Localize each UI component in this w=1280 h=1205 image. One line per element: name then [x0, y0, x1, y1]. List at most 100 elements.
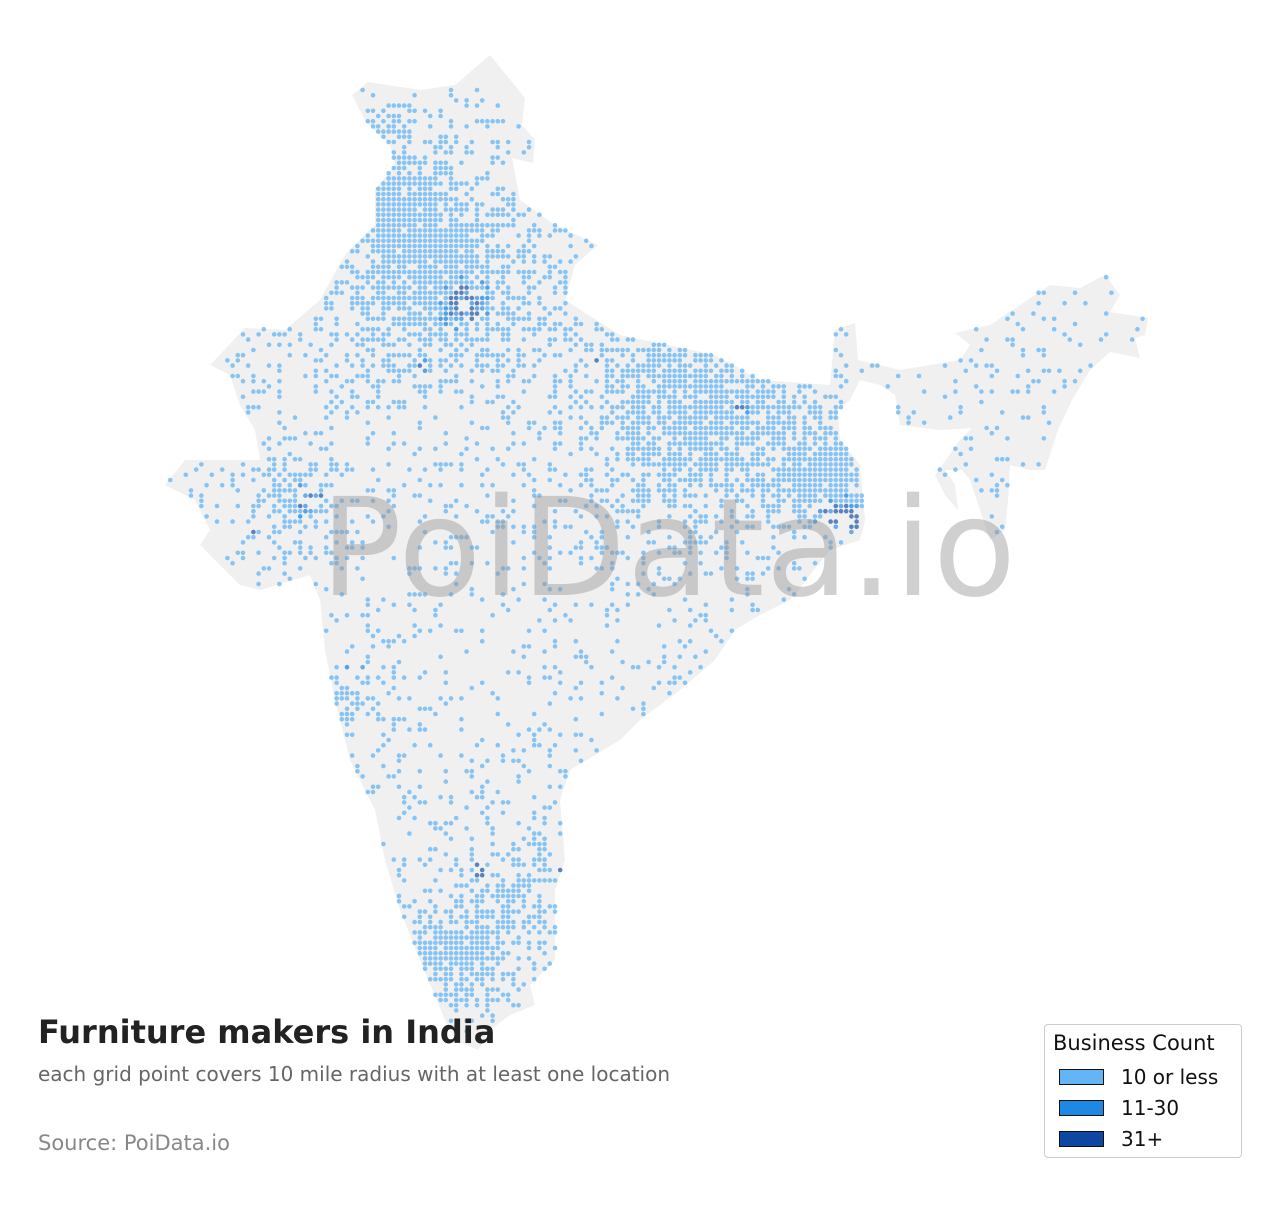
grid-point: [386, 233, 391, 238]
grid-point: [235, 352, 241, 358]
grid-point: [349, 732, 355, 738]
grid-point: [672, 352, 677, 358]
grid-point: [646, 389, 651, 394]
grid-point: [760, 389, 766, 394]
grid-point: [667, 451, 672, 457]
grid-point: [557, 425, 563, 431]
grid-point: [443, 243, 449, 249]
grid-point: [417, 352, 423, 358]
grid-point: [365, 118, 371, 124]
grid-point: [422, 155, 428, 160]
grid-point: [1041, 347, 1047, 353]
grid-point: [500, 893, 506, 899]
grid-point: [724, 477, 729, 483]
grid-point: [256, 550, 261, 556]
grid-point: [469, 685, 475, 691]
grid-point: [381, 664, 386, 670]
grid-point: [370, 295, 376, 301]
grid-point: [838, 477, 844, 483]
grid-point: [703, 493, 709, 498]
grid-point: [396, 155, 402, 160]
grid-point: [323, 306, 329, 311]
grid-point: [791, 425, 797, 431]
grid-point: [339, 498, 345, 504]
grid-point: [417, 347, 423, 353]
grid-point: [511, 368, 516, 374]
grid-point: [453, 134, 459, 140]
grid-point: [459, 363, 464, 368]
grid-point: [464, 950, 469, 956]
grid-point: [464, 935, 469, 940]
grid-point: [282, 467, 287, 472]
grid-point: [500, 269, 506, 275]
grid-point: [797, 446, 802, 452]
grid-point: [786, 446, 792, 452]
grid-point: [344, 545, 350, 550]
grid-point: [656, 373, 662, 379]
grid-point: [386, 139, 391, 145]
grid-point: [531, 534, 537, 540]
grid-point: [651, 410, 657, 415]
grid-point: [682, 441, 688, 446]
grid-point: [323, 378, 329, 384]
grid-point: [329, 529, 334, 535]
grid-point: [438, 228, 443, 233]
grid-point: [708, 358, 714, 363]
grid-point: [687, 571, 693, 576]
grid-point: [448, 176, 454, 181]
grid-point: [344, 706, 350, 712]
grid-point: [412, 930, 417, 935]
grid-point: [615, 404, 620, 410]
grid-point: [256, 389, 261, 394]
grid-point: [323, 498, 329, 504]
grid-point: [791, 498, 797, 504]
grid-point: [344, 415, 350, 420]
grid-point: [479, 966, 485, 972]
grid-point: [505, 420, 511, 426]
grid-point: [594, 430, 599, 436]
grid-point: [687, 493, 693, 498]
grid-point: [422, 254, 428, 259]
grid-point: [479, 982, 485, 987]
grid-point: [672, 493, 677, 498]
grid-point: [589, 477, 594, 483]
grid-point: [516, 940, 521, 946]
grid-point: [615, 415, 620, 420]
grid-point: [521, 898, 527, 904]
grid-point: [734, 462, 740, 467]
grid-point: [375, 191, 381, 197]
grid-point: [485, 347, 490, 353]
grid-point: [469, 935, 475, 940]
grid-point: [677, 378, 683, 384]
grid-point: [589, 534, 594, 540]
grid-point: [365, 399, 371, 405]
grid-point: [375, 243, 381, 249]
grid-point: [292, 498, 298, 504]
grid-point: [500, 254, 506, 259]
grid-point: [833, 415, 839, 420]
grid-point: [724, 378, 729, 384]
grid-point: [396, 243, 402, 249]
grid-point: [807, 472, 813, 478]
grid-point: [334, 394, 339, 400]
grid-point: [708, 430, 714, 436]
grid-point: [1098, 337, 1104, 342]
grid-point: [698, 550, 703, 556]
grid-point: [734, 493, 740, 498]
grid-point: [479, 482, 485, 488]
grid-point: [526, 914, 532, 920]
grid-point: [656, 404, 662, 410]
grid-point: [641, 550, 646, 556]
grid-point: [578, 758, 584, 764]
grid-point: [615, 378, 620, 384]
grid-point: [583, 363, 589, 368]
grid-point: [391, 441, 397, 446]
grid-point: [693, 477, 698, 483]
grid-point: [427, 326, 433, 332]
grid-point: [495, 243, 501, 249]
grid-point: [355, 373, 360, 379]
grid-point: [407, 316, 412, 322]
grid-point: [360, 306, 365, 311]
grid-point: [677, 456, 683, 462]
grid-point: [682, 430, 688, 436]
